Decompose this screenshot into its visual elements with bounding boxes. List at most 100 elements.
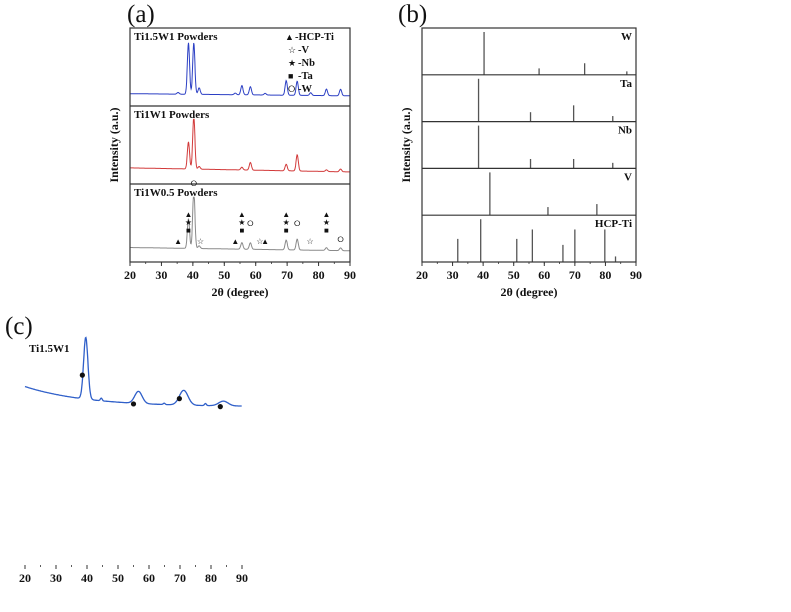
phase-marker: ▲★■ — [282, 210, 290, 235]
marker-symbol: ▲ — [238, 210, 246, 219]
panel-c: (c) 20 30 40 50 60 70 80 90 Ti1.5W1 — [5, 313, 248, 585]
marker-symbol: ▲ — [282, 210, 290, 219]
x-tick-label: 80 — [313, 268, 325, 282]
phase-marker: ▲★■ — [322, 210, 330, 235]
bcc1-marker — [130, 401, 137, 407]
series-line — [130, 118, 350, 173]
marker-symbol: ▲ — [322, 210, 330, 219]
x-tick-label: 90 — [236, 571, 248, 585]
phase-marker: ▲★■ — [184, 210, 192, 235]
subplot-2: Ti1W0.5 Powders — [130, 183, 351, 252]
x-tick-label: 70 — [174, 571, 186, 585]
phase-marker: ▲ — [231, 237, 239, 246]
legend-label: -HCP-Ti — [295, 32, 334, 43]
x-tick-label: 50 — [508, 268, 520, 282]
marker-symbol: ▲ — [261, 237, 269, 246]
plot-frame — [421, 27, 637, 263]
series-label: Ti1.5W1 — [29, 343, 69, 355]
legend-label: -Ta — [298, 71, 314, 82]
phase-marker: ☆ — [306, 237, 313, 246]
marker-symbol: ⭘ — [294, 219, 301, 228]
x-tick-label: 50 — [112, 571, 124, 585]
bcc1-marker — [79, 372, 85, 378]
x-tick-label: 20 — [416, 268, 428, 282]
panel-label: (a) — [127, 1, 155, 28]
x-tick-label: 40 — [187, 268, 199, 282]
y-axis-label: Intensity (a.u.) — [399, 107, 413, 182]
legend-label: -Nb — [298, 58, 315, 69]
legend-symbol: ☆ — [288, 45, 296, 55]
x-tick-label: 80 — [205, 571, 217, 585]
phase-label: V — [624, 171, 632, 183]
bcc1-marker — [176, 396, 182, 402]
subplot-Nb: Nb — [422, 120, 636, 169]
series-line — [130, 42, 350, 97]
subplot-0: Ti1.5W1 — [24, 336, 242, 410]
x-tick-label: 20 — [124, 268, 136, 282]
legend-symbol: ★ — [288, 58, 296, 68]
legend: ▲ -HCP-Ti ☆ -V★ -Nb ■ -Ta⭘ -W — [285, 32, 334, 95]
bcc1-marker — [217, 404, 223, 410]
marker-symbol: ⭘ — [191, 179, 198, 188]
y-axis-label: Intensity (a.u.) — [107, 107, 121, 182]
subplot-HCP-Ti: HCP-Ti — [422, 214, 636, 262]
phase-marker: ⭘ — [294, 219, 301, 228]
x-axis-label: 2θ (degree) — [211, 285, 268, 299]
marker-symbol: ■ — [284, 226, 289, 235]
marker-symbol: ■ — [324, 226, 329, 235]
phase-marker: ▲ — [174, 237, 182, 246]
phase-marker: ▲★■ — [238, 210, 246, 235]
phase-marker: ⭘ — [337, 235, 344, 244]
x-tick-label: 70 — [281, 268, 293, 282]
panel-b: (b) 20 30 40 50 60 70 80 90 W Ta Nb V HCP-Ti 2θ (degre… — [398, 1, 642, 299]
marker-symbol: ☆ — [197, 237, 204, 246]
phase-marker: ⭘ — [191, 179, 198, 188]
series-line — [24, 336, 242, 407]
subplot-Ta: Ta — [422, 74, 636, 122]
subplot-1: Ti1W1 Powders — [130, 105, 350, 173]
marker-symbol: ■ — [186, 226, 191, 235]
subplot-0: Ti1.5W1 Powders — [130, 31, 350, 97]
x-tick-label: 30 — [447, 268, 459, 282]
phase-label: W — [621, 31, 632, 43]
marker-symbol: ★ — [238, 218, 245, 227]
marker-symbol: ▲ — [174, 237, 182, 246]
marker-symbol: ☆ — [256, 237, 263, 246]
x-tick-label: 90 — [630, 268, 642, 282]
x-tick-label: 40 — [81, 571, 93, 585]
x-tick-label: 90 — [344, 268, 356, 282]
panel-label: (b) — [398, 1, 427, 28]
marker-symbol: ▲ — [184, 210, 192, 219]
marker-symbol: ▲ — [231, 237, 239, 246]
legend-label: -V — [298, 45, 309, 56]
series-line — [130, 196, 351, 252]
x-tick-label: 80 — [599, 268, 611, 282]
legend-symbol: ■ — [288, 71, 293, 81]
series-label: Ti1.5W1 Powders — [134, 31, 218, 43]
phase-marker: ▲ — [261, 237, 269, 246]
marker-symbol: ★ — [283, 218, 290, 227]
series-label: Ti1W0.5 Powders — [134, 187, 218, 199]
marker-symbol: ⭘ — [247, 219, 254, 228]
panel-a: (a) 20 30 40 50 60 70 80 90 Ti1.5W1 Powders Ti1W1 … — [107, 1, 356, 299]
x-tick-label: 60 — [250, 268, 262, 282]
phase-marker: ⭘ — [247, 219, 254, 228]
panel-label: (c) — [5, 313, 33, 340]
marker-symbol: ⭘ — [337, 235, 344, 244]
x-tick-label: 30 — [155, 268, 167, 282]
marker-symbol: ★ — [323, 218, 330, 227]
marker-symbol: ☆ — [306, 237, 313, 246]
plot-frame — [129, 27, 351, 263]
phase-label: Ta — [620, 78, 632, 90]
subplot-V: V — [422, 167, 636, 216]
x-tick-label: 70 — [569, 268, 581, 282]
phase-marker: ☆ — [256, 237, 263, 246]
phase-label: Nb — [618, 125, 632, 137]
marker-symbol: ★ — [185, 218, 192, 227]
legend-symbol: ▲ — [285, 32, 294, 42]
x-tick-label: 30 — [50, 571, 62, 585]
x-tick-label: 60 — [143, 571, 155, 585]
marker-symbol: ■ — [239, 226, 244, 235]
legend-label: -W — [298, 84, 312, 95]
